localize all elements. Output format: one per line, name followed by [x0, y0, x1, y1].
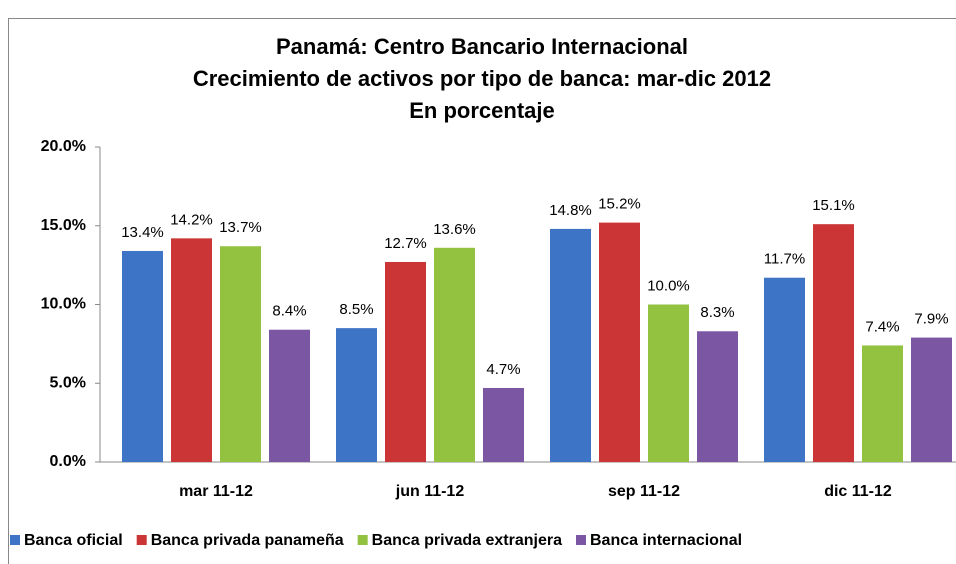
value-label: 11.7%	[764, 251, 805, 268]
y-tick-label: 5.0%	[50, 374, 86, 391]
legend-swatch	[10, 535, 20, 545]
bar	[171, 238, 212, 462]
bar	[269, 329, 310, 462]
chart-title: Panamá: Centro Bancario Internacional	[276, 34, 688, 59]
bar	[764, 277, 805, 462]
bar	[122, 250, 163, 462]
value-label: 13.4%	[121, 224, 164, 241]
value-label: 4.7%	[486, 361, 520, 378]
chart-title: En porcentaje	[409, 98, 554, 123]
legend-label: Banca oficial	[24, 532, 123, 549]
bar	[599, 222, 640, 462]
x-tick-label: mar 11-12	[179, 483, 253, 500]
value-label: 10.0%	[647, 277, 690, 294]
legend-swatch	[136, 535, 147, 545]
value-label: 8.3%	[700, 304, 734, 321]
bar	[483, 387, 524, 462]
value-label: 8.4%	[272, 303, 306, 320]
bar	[550, 228, 591, 462]
value-label: 7.4%	[865, 318, 899, 335]
x-tick-label: sep 11-12	[608, 483, 680, 500]
x-tick-label: dic 11-12	[824, 483, 892, 500]
bar	[697, 331, 738, 462]
bar	[336, 328, 377, 462]
y-tick-label: 0.0%	[50, 453, 86, 470]
value-label: 13.7%	[219, 219, 262, 236]
value-label: 15.1%	[812, 197, 855, 214]
legend-swatch	[576, 535, 586, 545]
value-label: 14.2%	[170, 211, 213, 228]
value-label: 13.6%	[433, 221, 476, 238]
y-tick-label: 10.0%	[41, 296, 86, 313]
legend-label: Banca privada extranjera	[372, 532, 562, 549]
value-label: 12.7%	[384, 235, 427, 252]
chart-title: Crecimiento de activos por tipo de banca…	[193, 66, 771, 91]
bar	[911, 337, 952, 462]
bar	[813, 224, 854, 462]
value-label: 14.8%	[549, 202, 592, 219]
y-tick-label: 15.0%	[41, 217, 86, 234]
bar	[220, 246, 261, 462]
legend-label: Banca internacional	[590, 532, 742, 549]
value-label: 8.5%	[339, 301, 373, 318]
bar	[434, 247, 475, 462]
bar	[385, 261, 426, 462]
x-tick-label: jun 11-12	[395, 483, 465, 500]
value-label: 7.9%	[914, 311, 948, 328]
legend-label: Banca privada panameña	[151, 532, 344, 549]
bar	[648, 304, 689, 462]
y-tick-label: 20.0%	[41, 138, 86, 155]
legend-swatch	[357, 535, 368, 545]
value-label: 15.2%	[598, 196, 641, 213]
bar	[862, 345, 903, 462]
